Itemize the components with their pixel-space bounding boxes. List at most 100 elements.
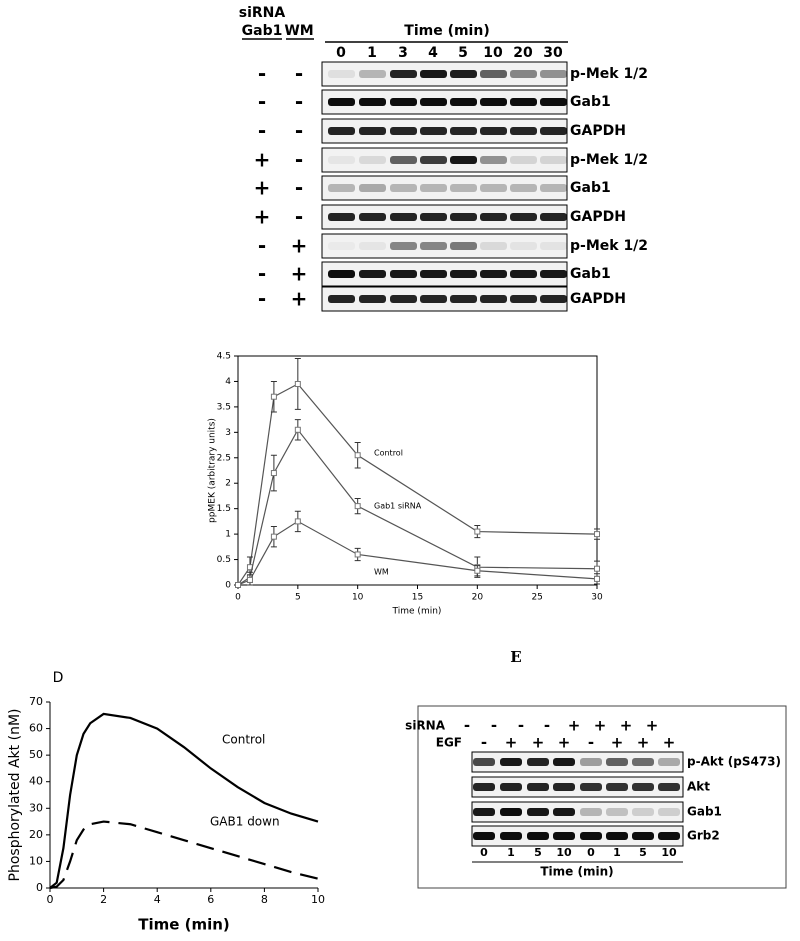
series-label: GAB1 down (210, 815, 280, 829)
sign: + (291, 287, 308, 311)
x-axis-label: Time (min) (138, 916, 230, 934)
time-label: 5 (458, 45, 468, 61)
y-tick-label: 40 (29, 775, 43, 788)
band (390, 70, 417, 78)
band (420, 98, 447, 106)
band (632, 808, 654, 816)
y-axis-label: Phosphorylated Akt (nM) (7, 709, 23, 882)
point (594, 565, 600, 572)
blot-strip (471, 776, 684, 798)
point (354, 452, 361, 459)
band (450, 270, 477, 278)
row-label: GAPDH (570, 123, 626, 139)
wm-header: WM (284, 23, 313, 39)
series-label: Gab1 siRNA (374, 502, 422, 511)
x-tick-label: 25 (531, 593, 542, 603)
panel-label: E (510, 648, 521, 666)
band (450, 156, 477, 164)
band (450, 70, 477, 78)
row-label: Gab1 (570, 94, 611, 110)
band (540, 98, 567, 106)
band (527, 832, 549, 840)
x-tick-label: 6 (207, 893, 214, 906)
band (328, 242, 355, 250)
band (328, 270, 355, 278)
series-label: Control (222, 733, 265, 747)
time-label: 1 (613, 846, 621, 859)
time-header: Time (min) (404, 23, 489, 39)
sign: - (295, 176, 303, 200)
band (632, 832, 654, 840)
band (553, 832, 575, 840)
band (328, 98, 355, 106)
band (480, 98, 507, 106)
band (480, 127, 507, 135)
row-label: p-Mek 1/2 (570, 152, 648, 168)
time-label: 3 (398, 45, 408, 61)
sign: - (258, 62, 266, 86)
time-label: 4 (428, 45, 438, 61)
time-label: 1 (507, 846, 515, 859)
band (450, 295, 477, 303)
band (390, 127, 417, 135)
y-tick-label: 70 (29, 695, 43, 708)
band (473, 758, 495, 766)
band (359, 213, 386, 221)
time-label: 10 (556, 846, 572, 859)
band (500, 832, 522, 840)
sign: - (258, 234, 266, 258)
band (510, 156, 537, 164)
band (390, 156, 417, 164)
y-axis-label: ppMEK (arbitrary units) (208, 418, 218, 523)
band (510, 184, 537, 192)
series-label: WM (374, 568, 389, 577)
band (359, 270, 386, 278)
band (553, 808, 575, 816)
y-tick-label: 1 (225, 530, 231, 540)
band (420, 270, 447, 278)
band (480, 213, 507, 221)
band (606, 758, 628, 766)
time-label: 30 (543, 45, 563, 61)
band (527, 783, 549, 791)
band (328, 127, 355, 135)
row-label: Akt (687, 780, 710, 794)
band (510, 213, 537, 221)
x-tick-label: 5 (295, 593, 301, 603)
sign: - (588, 734, 594, 752)
band (420, 242, 447, 250)
band (328, 184, 355, 192)
series-label: Control (374, 449, 403, 458)
row-label: Gab1 (570, 266, 611, 282)
band (359, 242, 386, 250)
x-tick-label: 15 (412, 593, 423, 603)
band (420, 295, 447, 303)
band (658, 783, 680, 791)
time-label: 0 (480, 846, 488, 859)
row-label: Gab1 (570, 180, 611, 196)
band (450, 184, 477, 192)
y-tick-label: 4.5 (217, 352, 231, 362)
y-tick-label: 4 (225, 377, 231, 387)
sign: + (291, 262, 308, 286)
sign: + (620, 717, 633, 735)
blot-strip (471, 825, 684, 847)
band (510, 98, 537, 106)
time-label: 0 (587, 846, 595, 859)
band (540, 156, 567, 164)
sign: - (518, 717, 524, 735)
band (359, 295, 386, 303)
band (390, 213, 417, 221)
sign: - (258, 90, 266, 114)
sign: - (481, 734, 487, 752)
x-axis-label: Time (min) (392, 607, 442, 617)
series-line (49, 712, 319, 889)
y-tick-label: 3.5 (217, 402, 231, 412)
band (328, 295, 355, 303)
sign: - (295, 90, 303, 114)
y-tick-label: 50 (29, 748, 43, 761)
time-axis-label: Time (min) (540, 865, 613, 879)
sign: - (295, 119, 303, 143)
panel-label: D (53, 670, 64, 686)
